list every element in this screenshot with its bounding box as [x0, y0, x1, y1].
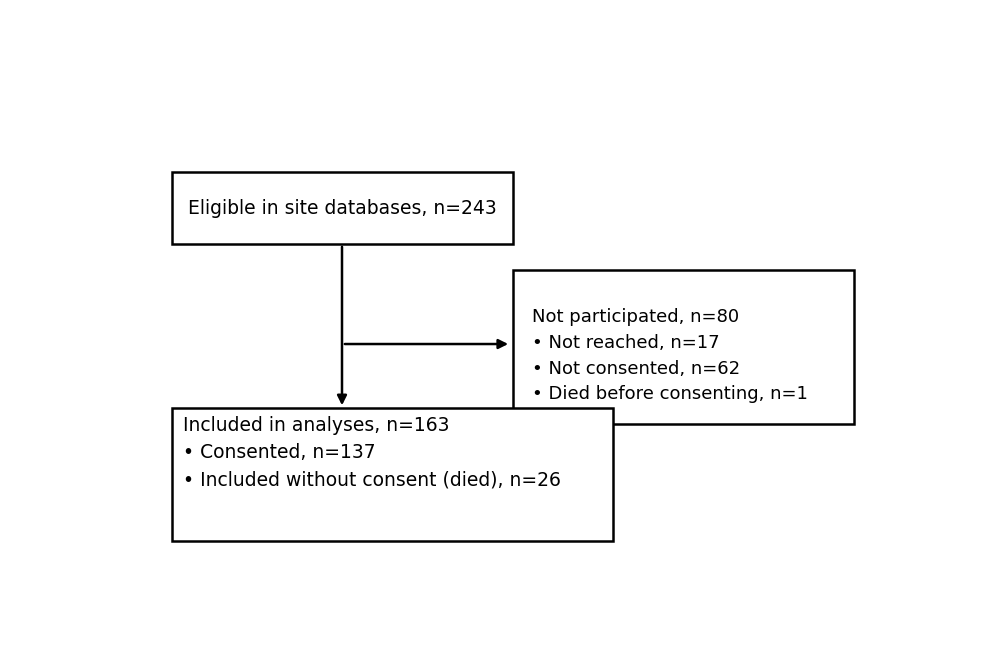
FancyBboxPatch shape: [512, 270, 854, 424]
FancyBboxPatch shape: [172, 408, 613, 541]
Text: Included in analyses, n=163
• Consented, n=137
• Included without consent (died): Included in analyses, n=163 • Consented,…: [183, 416, 561, 490]
FancyBboxPatch shape: [172, 172, 512, 244]
Text: Not participated, n=80
• Not reached, n=17
• Not consented, n=62
• Died before c: Not participated, n=80 • Not reached, n=…: [532, 308, 808, 403]
Text: Eligible in site databases, n=243: Eligible in site databases, n=243: [188, 198, 496, 218]
